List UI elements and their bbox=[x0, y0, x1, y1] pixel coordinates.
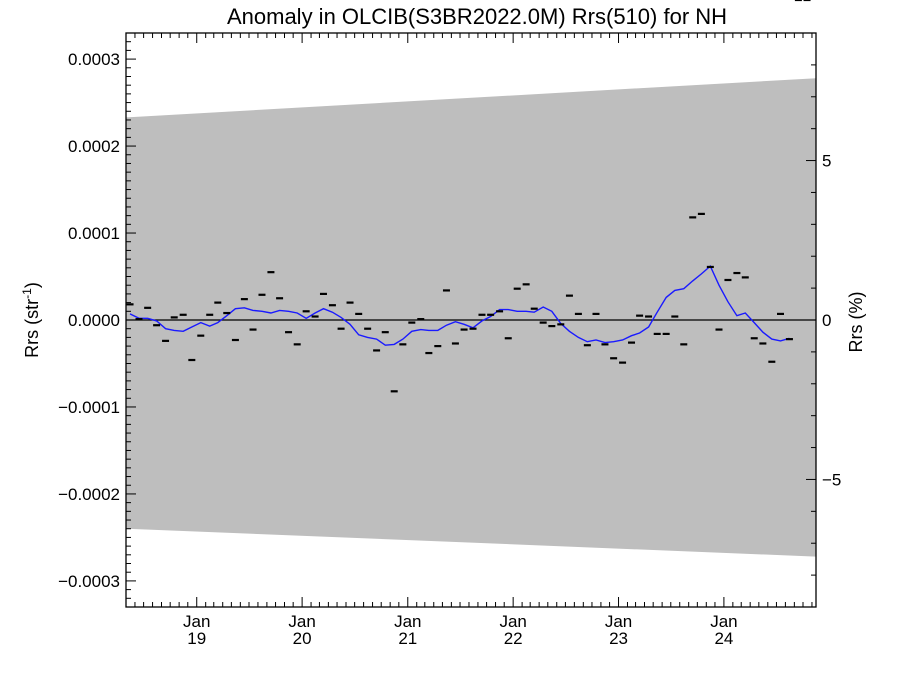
x-tick-label-month: Jan bbox=[288, 612, 315, 631]
right-tick-label: 5 bbox=[822, 152, 831, 171]
uncertainty-band-area bbox=[126, 78, 816, 557]
uncertainty-band bbox=[126, 78, 816, 557]
x-tick-label-year: 23 bbox=[609, 629, 628, 648]
left-tick-label: 0.0001 bbox=[68, 224, 120, 243]
x-tick-label-year: 19 bbox=[187, 629, 206, 648]
left-tick-label: −0.0002 bbox=[58, 485, 120, 504]
right-tick-label: 0 bbox=[822, 311, 831, 330]
y-axis-left-label-text: Rrs (str bbox=[22, 299, 42, 358]
y-axis-left-label-close: ) bbox=[22, 282, 42, 288]
left-tick-label: 0.0003 bbox=[68, 50, 120, 69]
x-tick-label-year: 20 bbox=[293, 629, 312, 648]
left-tick-label: −0.0001 bbox=[58, 398, 120, 417]
x-tick-label-year: 21 bbox=[398, 629, 417, 648]
y-axis-left-label-exponent: -1 bbox=[20, 288, 34, 299]
smoothed-anomaly-line bbox=[129, 264, 790, 346]
x-tick-label-month: Jan bbox=[183, 612, 210, 631]
x-tick-label-year: 24 bbox=[714, 629, 733, 648]
left-tick-label: 0.0000 bbox=[68, 311, 120, 330]
smoothed-anomaly-series bbox=[129, 264, 790, 346]
x-tick-label-month: Jan bbox=[605, 612, 632, 631]
x-tick-label-month: Jan bbox=[710, 612, 737, 631]
left-y-axis: 0.0003 0.0002 0.0001 0.0000 −0.0001 −0.0002 −0… bbox=[58, 32, 136, 608]
right-tick-label: −5 bbox=[822, 470, 841, 489]
monthly-anomaly-series bbox=[126, 0, 811, 393]
x-tick-label-month: Jan bbox=[499, 612, 526, 631]
right-y-axis: 5 0 −5 bbox=[806, 32, 841, 608]
left-tick-label: 0.0002 bbox=[68, 137, 120, 156]
chart-title: Anomaly in OLCIB(S3BR2022.0M) Rrs(510) f… bbox=[227, 4, 727, 29]
y-axis-left-label: Rrs (str-1) bbox=[20, 282, 42, 358]
x-tick-label-month: Jan bbox=[394, 612, 421, 631]
y-axis-right-label: Rrs (%) bbox=[846, 292, 866, 353]
left-tick-label: −0.0003 bbox=[58, 572, 120, 591]
x-tick-label-year: 22 bbox=[504, 629, 523, 648]
